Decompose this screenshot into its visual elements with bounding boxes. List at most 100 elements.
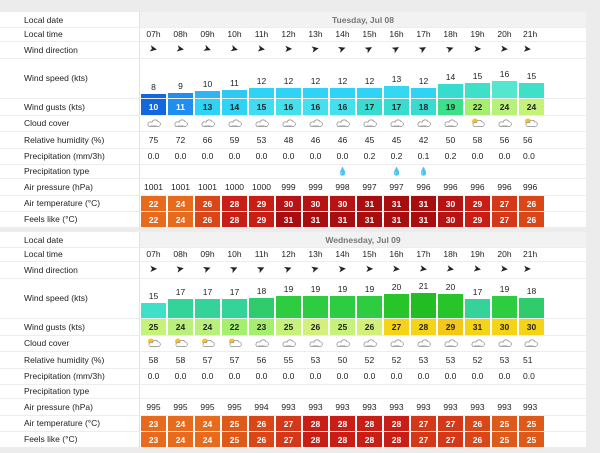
cell-humidity: 58 — [148, 354, 159, 365]
cell-wind-direction: ➤ — [275, 261, 302, 278]
cell-feels-like: 27 — [491, 211, 518, 227]
cell-feels-like: 28 — [383, 431, 410, 447]
cell-precip-type — [518, 164, 557, 178]
cell-wind-gusts: 16 — [329, 98, 356, 115]
cell-wind-gusts: 25 — [275, 318, 302, 335]
cell-cloud-cover — [491, 335, 518, 351]
wind-arrow-icon: ➤ — [175, 43, 186, 56]
value-box: 28 — [384, 432, 409, 447]
cell-humidity: 59 — [229, 134, 240, 145]
value-box: 17 — [384, 99, 409, 115]
row-label: Cloud cover — [0, 115, 140, 131]
cell-feels-like: 23 — [140, 431, 167, 447]
wind-speed-bar — [276, 87, 301, 98]
value-box: 28 — [330, 432, 355, 447]
cell-local-time: 10h — [227, 249, 242, 259]
row-feels-like: Feels like (°C) 23 24 24 25 26 27 28 28 28 28 27 27 2… — [0, 431, 586, 447]
cell-pressure: 995 — [200, 401, 215, 412]
cell-wind-direction: ➤ — [194, 261, 221, 278]
row-label: Feels like (°C) — [0, 211, 140, 227]
wind-arrow-icon: ➤ — [390, 42, 403, 57]
cell-wind-speed: 20 — [383, 278, 410, 318]
cell-humidity: 55 — [283, 354, 294, 365]
cell-local-time: 10h — [227, 29, 242, 39]
cell-wind-speed: 12 — [302, 58, 329, 98]
row-label: Air pressure (hPa) — [0, 398, 140, 415]
cloud-icon — [335, 338, 350, 349]
cell-air-temp: 27 — [410, 415, 437, 431]
cell-wind-direction: ➤ — [167, 41, 194, 58]
cell-wind-speed: 12 — [248, 58, 275, 98]
cell-cloud-cover — [302, 335, 329, 351]
wind-speed-bar — [357, 295, 382, 318]
cell-wind-gusts: 25 — [329, 318, 356, 335]
row-divider — [0, 58, 586, 59]
wind-arrow-icon: ➤ — [365, 264, 374, 275]
cell-wind-speed: 12 — [356, 58, 383, 98]
value-box: 31 — [384, 196, 409, 211]
row-label: Precipitation type — [0, 164, 140, 178]
cell-wind-direction: ➤ — [140, 261, 167, 278]
cell-humidity: 75 — [148, 134, 159, 145]
wind-speed-bar — [492, 295, 517, 318]
cell-feels-like: 28 — [356, 431, 383, 447]
sun-cloud-icon — [200, 338, 215, 349]
row-divider — [0, 318, 586, 319]
cell-wind-speed: 17 — [167, 278, 194, 318]
cell-humidity: 56 — [499, 134, 510, 145]
day-date: Tuesday, Jul 08 — [140, 12, 586, 27]
row-divider — [0, 431, 586, 432]
value-box: 31 — [276, 212, 301, 227]
cloud-icon — [443, 118, 458, 129]
cell-humidity: 48 — [283, 134, 294, 145]
cell-wind-direction: ➤ — [140, 41, 167, 58]
cell-air-temp: 28 — [221, 195, 248, 211]
cell-precip-type — [221, 164, 248, 178]
cell-precipitation: 0.0 — [336, 371, 349, 381]
cell-cloud-cover — [221, 115, 248, 131]
wind-speed-value: 19 — [364, 283, 375, 294]
cell-air-temp: 26 — [518, 195, 557, 211]
cell-precipitation: 0.0 — [444, 371, 457, 381]
cell-cloud-cover — [194, 335, 221, 351]
cell-cloud-cover — [275, 335, 302, 351]
cell-pressure: 1001 — [198, 181, 217, 192]
cell-precip-type — [302, 164, 329, 178]
cell-wind-gusts: 26 — [356, 318, 383, 335]
cell-pressure: 996 — [523, 181, 538, 192]
value-box: 13 — [195, 99, 220, 115]
cell-pressure: 998 — [335, 181, 350, 192]
cell-feels-like: 28 — [221, 211, 248, 227]
cell-air-temp: 30 — [329, 195, 356, 211]
cell-humidity: 50 — [337, 354, 348, 365]
cell-precipitation: 0.0 — [523, 371, 535, 381]
row-label: Precipitation (mm/3h) — [0, 368, 140, 384]
cell-cloud-cover — [518, 115, 557, 131]
cell-pressure: 993 — [308, 401, 323, 412]
cell-humidity: 57 — [202, 354, 213, 365]
cell-local-time: 11h — [254, 249, 269, 259]
cell-wind-gusts: 28 — [410, 318, 437, 335]
cell-local-time: 09h — [200, 29, 215, 39]
cell-wind-gusts: 29 — [437, 318, 464, 335]
cell-air-temp: 27 — [437, 415, 464, 431]
row-divider — [0, 211, 586, 212]
cell-wind-gusts: 22 — [221, 318, 248, 335]
wind-speed-value: 12 — [283, 75, 294, 86]
cell-feels-like: 31 — [383, 211, 410, 227]
cloud-icon — [416, 338, 431, 349]
cell-precip-type — [437, 384, 464, 398]
cell-air-temp: 29 — [464, 195, 491, 211]
cell-humidity: 52 — [364, 354, 375, 365]
row-divider — [0, 195, 586, 196]
value-box: 24 — [168, 196, 193, 211]
wind-speed-value: 15 — [526, 70, 537, 81]
cell-feels-like: 25 — [518, 431, 557, 447]
cell-feels-like: 30 — [437, 211, 464, 227]
cell-wind-speed: 12 — [275, 58, 302, 98]
cell-wind-direction: ➤ — [329, 261, 356, 278]
cell-local-time: 21h — [523, 29, 538, 39]
row-air-temp: Air temperature (°C) 23 24 24 25 26 27 28 28 28 28… — [0, 415, 586, 431]
cell-precipitation: 0.0 — [471, 151, 484, 161]
cell-cloud-cover — [437, 115, 464, 131]
